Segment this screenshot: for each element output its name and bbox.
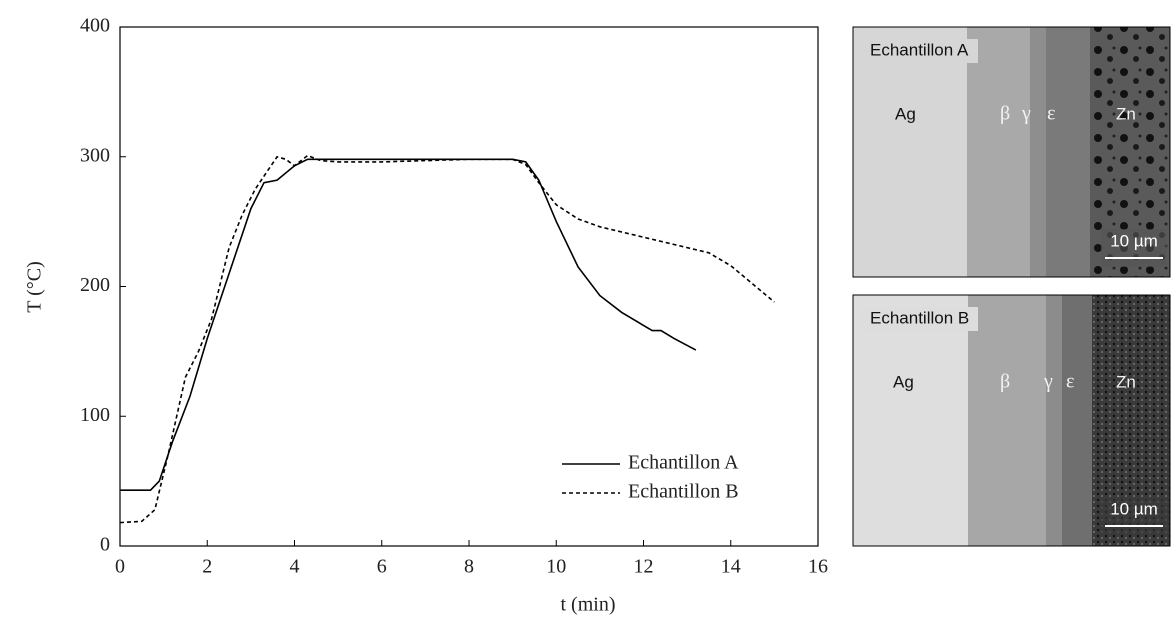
phase-label: ε <box>1066 371 1074 393</box>
micrograph-title: Echantillon A <box>870 40 969 59</box>
x-tick-label: 4 <box>290 556 300 578</box>
y-tick-label: 200 <box>80 274 110 296</box>
x-axis-label: t (min) <box>561 594 616 616</box>
x-tick-label: 2 <box>202 556 212 578</box>
phase-label: Ag <box>893 372 914 391</box>
scale-bg <box>1101 497 1167 535</box>
x-tick-label: 8 <box>464 556 474 578</box>
phase-label: β <box>1000 103 1010 125</box>
phase-label: ε <box>1047 103 1055 125</box>
phase-label: Zn <box>1116 104 1136 123</box>
phase-label: β <box>1000 371 1010 393</box>
phase-gamma <box>1030 27 1048 277</box>
phase-label: Ag <box>895 104 916 123</box>
scale-label: 10 µm <box>1110 231 1158 250</box>
phase-beta <box>968 295 1048 546</box>
series-line <box>120 158 697 491</box>
x-tick-label: 14 <box>721 556 741 578</box>
y-tick-label: 0 <box>100 534 110 556</box>
phase-epsilon <box>1046 27 1092 277</box>
phase-beta <box>967 27 1032 277</box>
x-tick-label: 12 <box>634 556 654 578</box>
y-tick-label: 300 <box>80 144 110 166</box>
micrograph-title: Echantillon B <box>870 308 969 327</box>
phase-ag <box>853 295 970 546</box>
y-tick-label: 100 <box>80 404 110 426</box>
phase-label: γ <box>1021 103 1031 125</box>
frame <box>852 26 1171 278</box>
x-tick-label: 10 <box>546 556 566 578</box>
scale-label: 10 µm <box>1110 499 1158 518</box>
frame <box>852 294 1171 547</box>
legend-label: Echantillon A <box>628 452 739 474</box>
title-box <box>860 307 978 331</box>
legend-label: Echantillon B <box>628 481 739 503</box>
y-axis-label: T (°C) <box>24 261 46 313</box>
x-tick-label: 0 <box>115 556 125 578</box>
phase-gamma <box>1046 295 1064 546</box>
phase-epsilon <box>1062 295 1094 546</box>
phase-label: Zn <box>1116 372 1136 391</box>
phase-label: γ <box>1043 371 1053 393</box>
series-line <box>119 154 775 524</box>
x-tick-label: 16 <box>808 556 828 578</box>
title-box <box>860 39 978 63</box>
y-tick-label: 400 <box>80 15 110 37</box>
scale-bg <box>1101 229 1167 267</box>
x-tick-label: 6 <box>377 556 387 578</box>
phase-ag <box>853 27 970 277</box>
